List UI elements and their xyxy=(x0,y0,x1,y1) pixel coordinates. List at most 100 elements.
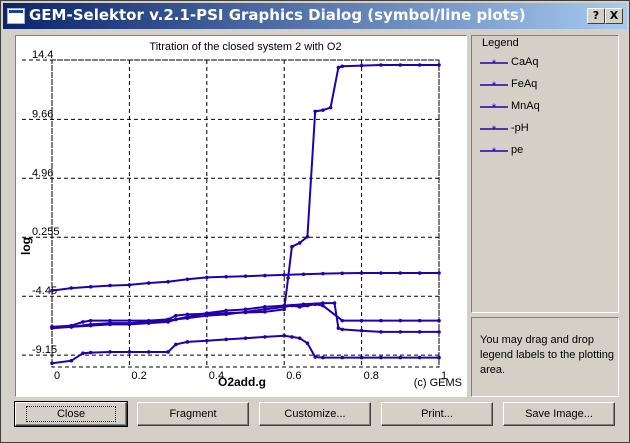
data-point xyxy=(108,283,112,288)
close-button-label: Close xyxy=(25,406,117,422)
data-point xyxy=(379,63,383,67)
data-point xyxy=(185,316,190,320)
data-point xyxy=(263,273,267,278)
data-point xyxy=(417,271,422,275)
x-tick-label: 1 xyxy=(441,370,447,382)
data-point xyxy=(321,301,325,305)
dialog-client-area: 0 0.2 0.4 0.6 0.8 1 14.4 9.66 4.96 0.255 -4.45 -9.1… xyxy=(5,31,625,439)
svg-text:*: * xyxy=(492,58,497,69)
data-point xyxy=(359,318,364,323)
data-point xyxy=(166,320,170,324)
legend-marker-icon: * xyxy=(480,124,508,135)
data-point xyxy=(437,318,441,323)
data-point xyxy=(398,271,403,275)
data-point xyxy=(301,272,306,277)
svg-text:*: * xyxy=(492,146,497,157)
series-line-MnAq xyxy=(52,302,439,333)
svg-text:*: * xyxy=(492,124,497,135)
data-point xyxy=(69,325,74,329)
data-point xyxy=(398,318,403,323)
data-point xyxy=(263,307,267,312)
data-point xyxy=(321,303,325,308)
data-point xyxy=(313,355,317,359)
legend-item[interactable]: * pe xyxy=(477,143,607,159)
data-point xyxy=(359,271,364,275)
data-point xyxy=(108,350,112,354)
data-point xyxy=(88,323,93,328)
data-point xyxy=(263,335,267,339)
legend-label: CaAq xyxy=(511,56,539,68)
save-image-button[interactable]: Save Image... xyxy=(503,402,615,426)
data-point xyxy=(166,279,170,284)
data-point xyxy=(50,288,54,293)
data-point xyxy=(290,303,294,308)
data-point xyxy=(146,350,151,354)
legend-box xyxy=(471,35,619,313)
data-point xyxy=(340,64,345,69)
plot-area[interactable]: 0 0.2 0.4 0.6 0.8 1 14.4 9.66 4.96 0.255 -4.45 -9.1… xyxy=(16,36,466,396)
customize-button[interactable]: Customize... xyxy=(259,402,371,426)
data-point xyxy=(336,326,341,330)
data-point xyxy=(282,305,287,309)
data-point xyxy=(305,234,310,239)
series-line-pe xyxy=(51,334,439,365)
data-point xyxy=(340,318,345,323)
data-point xyxy=(332,301,337,305)
data-point xyxy=(313,302,317,307)
data-point xyxy=(69,286,74,290)
data-point xyxy=(321,355,325,360)
y-tick-label: -4.45 xyxy=(32,285,57,297)
legend-item[interactable]: * CaAq xyxy=(477,55,607,71)
legend-item[interactable]: * MnAq xyxy=(477,99,607,115)
data-point xyxy=(437,330,441,334)
plot-background xyxy=(16,36,466,396)
data-point xyxy=(379,330,383,334)
data-point xyxy=(328,105,333,110)
data-point xyxy=(50,326,54,330)
data-point xyxy=(398,355,403,360)
data-point xyxy=(146,321,151,325)
fragment-button[interactable]: Fragment xyxy=(137,402,249,426)
data-point xyxy=(88,318,93,323)
data-point xyxy=(313,109,317,114)
data-point xyxy=(243,274,248,278)
help-button[interactable]: ? xyxy=(587,8,605,24)
print-button[interactable]: Print... xyxy=(381,402,493,426)
x-tick-label: 0.2 xyxy=(131,370,146,382)
legend-label: pe xyxy=(511,144,524,156)
data-point xyxy=(81,320,85,324)
data-point xyxy=(359,63,364,68)
svg-text:*: * xyxy=(492,102,497,113)
data-point xyxy=(263,305,267,309)
x-tick-label: 0.4 xyxy=(209,370,224,382)
data-point xyxy=(127,318,132,323)
title-bar[interactable]: GEM-Selektor v.2.1-PSI Graphics Dialog (… xyxy=(3,3,627,29)
close-button[interactable]: Close xyxy=(14,401,128,427)
info-text: You may drag and drop legend labels to t… xyxy=(480,334,614,376)
legend-item[interactable]: * -pH xyxy=(477,121,607,137)
data-point xyxy=(174,317,178,322)
data-point xyxy=(185,312,190,317)
data-point xyxy=(398,63,403,67)
data-point xyxy=(282,333,287,338)
data-point xyxy=(282,273,287,277)
data-point xyxy=(417,63,422,67)
data-point xyxy=(108,322,112,327)
close-window-button[interactable]: X xyxy=(605,8,623,24)
data-point xyxy=(297,241,302,245)
data-point xyxy=(243,310,248,314)
data-point xyxy=(379,318,383,323)
legend-item[interactable]: * FeAq xyxy=(477,77,607,93)
y-tick-label: 4.96 xyxy=(32,167,53,179)
legend-label: FeAq xyxy=(511,78,538,90)
data-point xyxy=(263,310,267,314)
data-point xyxy=(286,276,290,280)
data-point xyxy=(69,358,74,363)
data-point xyxy=(81,351,85,356)
legend-label: -pH xyxy=(511,122,529,134)
legend-title: Legend xyxy=(479,37,522,49)
data-point xyxy=(88,285,93,289)
data-point xyxy=(417,330,422,334)
window-icon xyxy=(7,8,25,24)
